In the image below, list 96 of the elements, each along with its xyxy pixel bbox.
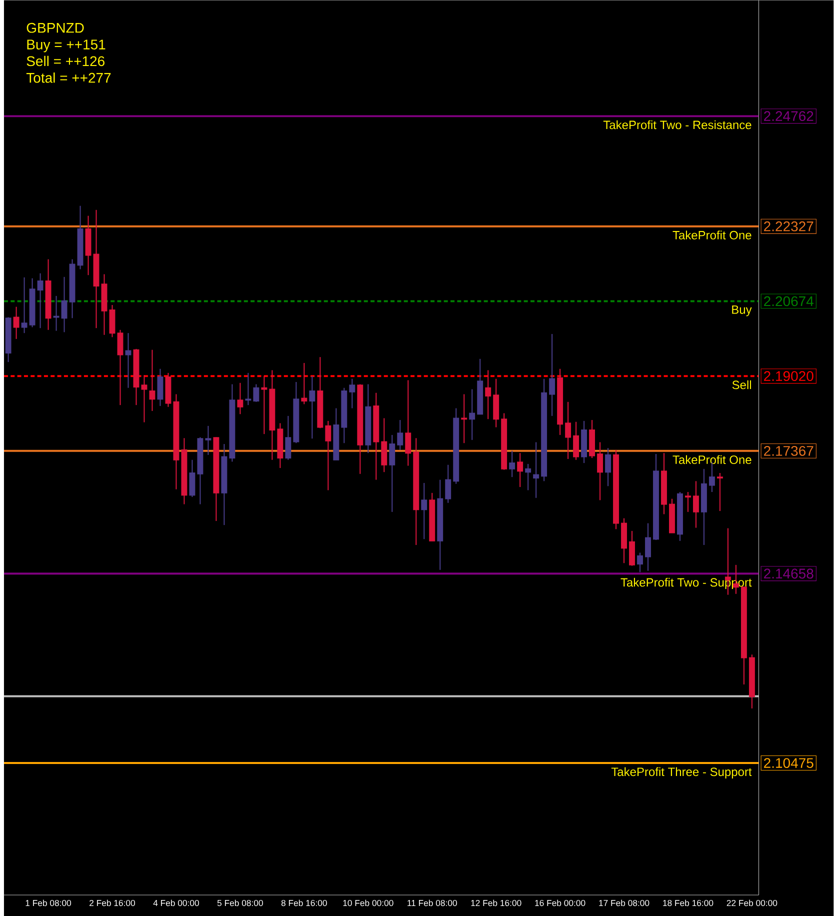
candlestick — [749, 654, 756, 709]
candlestick — [277, 422, 284, 469]
candlestick — [637, 552, 644, 573]
candlestick — [237, 382, 244, 415]
candlestick — [461, 394, 468, 444]
x-tick-label: 16 Feb 00:00 — [535, 900, 586, 906]
candlestick — [677, 492, 684, 542]
candlestick — [437, 479, 444, 570]
candlestick — [701, 468, 708, 546]
candlestick — [61, 276, 68, 333]
ref-line-label: TakeProfit Two - Resistance — [604, 120, 752, 130]
x-tick-label: 8 Feb 16:00 — [282, 900, 328, 906]
ref-line-label: Buy — [732, 305, 752, 316]
y-tick-label: 2.14658 — [764, 568, 814, 579]
candlestick — [325, 420, 332, 491]
candlestick — [541, 378, 548, 482]
candlestick — [269, 370, 276, 460]
candlestick — [13, 306, 20, 340]
candlestick — [605, 448, 612, 487]
candlestick — [69, 258, 76, 319]
candlestick — [341, 387, 348, 444]
candlestick — [93, 209, 100, 329]
annotation: Total = ++277 — [26, 72, 111, 83]
x-tick-label: 18 Feb 16:00 — [663, 900, 714, 906]
candlestick — [493, 378, 500, 428]
candlestick — [693, 480, 700, 528]
candlestick — [717, 472, 724, 512]
candlestick — [349, 378, 356, 409]
candlestick — [421, 482, 428, 540]
x-tick-label: 11 Feb 08:00 — [408, 900, 458, 906]
candlestick — [509, 450, 516, 478]
candlestick — [397, 420, 404, 450]
candlestick — [213, 437, 220, 522]
candlestick — [405, 380, 412, 466]
y-tick-label: 2.20674 — [764, 296, 814, 306]
candlestick — [621, 518, 628, 564]
candlestick — [85, 215, 92, 276]
candlestick — [597, 442, 604, 501]
candlestick — [125, 332, 132, 388]
candlestick — [525, 463, 532, 491]
candlestick — [141, 374, 148, 423]
candlestick — [685, 492, 692, 512]
candlestick — [557, 368, 564, 436]
annotation: Sell = ++126 — [26, 56, 105, 66]
candlestick — [581, 420, 588, 464]
ref-line-label: TakeProfit One — [672, 230, 752, 240]
candlestick — [37, 272, 44, 329]
y-tick-label: 2.22327 — [764, 221, 814, 232]
x-tick-label: 4 Feb 00:00 — [153, 900, 200, 906]
candlestick — [373, 392, 380, 480]
x-tick-label: 12 Feb 16:00 — [471, 900, 522, 906]
x-tick-label: 5 Feb 08:00 — [218, 900, 264, 906]
candlestick — [173, 394, 180, 490]
candlestick — [645, 522, 652, 572]
candlestick — [485, 370, 492, 420]
y-tick-label: 2.24762 — [764, 111, 814, 122]
candlestick — [309, 376, 316, 440]
candlestick — [381, 418, 388, 473]
candlestick — [181, 438, 188, 505]
candlestick — [413, 438, 420, 546]
candlestick — [5, 316, 12, 363]
x-tick-label: 10 Feb 00:00 — [343, 900, 394, 906]
annotation: GBPNZD — [26, 22, 84, 33]
candlestick — [533, 442, 540, 498]
candlestick — [157, 368, 164, 406]
y-tick-label: 2.17367 — [764, 446, 814, 456]
candlestick — [365, 384, 372, 454]
candlestick — [45, 258, 52, 330]
candlestick — [101, 274, 108, 336]
ref-line-label: TakeProfit Three - Support — [612, 767, 752, 778]
candlestick — [517, 452, 524, 488]
x-tick-label: 2 Feb 16:00 — [90, 900, 136, 906]
candlestick — [453, 408, 460, 484]
candlestick — [197, 436, 204, 505]
candlestick — [565, 401, 572, 460]
candlestick — [205, 425, 212, 456]
x-tick-label: 22 Feb 00:00 — [727, 900, 778, 906]
candlestick — [469, 388, 476, 440]
y-tick-label: 2.19020 — [764, 371, 814, 382]
y-tick-label: 2.10475 — [764, 758, 814, 768]
candlestick — [149, 349, 156, 412]
candlestick — [21, 276, 28, 334]
ref-line-label: TakeProfit One — [672, 455, 752, 464]
annotation: Buy = ++151 — [27, 40, 106, 52]
candlestick — [389, 434, 396, 512]
x-tick-label: 1 Feb 08:00 — [26, 900, 72, 906]
candlestick — [221, 444, 228, 526]
candlestick — [661, 452, 668, 515]
candlestick — [549, 333, 556, 416]
candlestick — [133, 348, 140, 406]
candlestick — [573, 421, 580, 460]
candlestick — [245, 372, 252, 406]
candlestick — [357, 384, 364, 474]
ref-line-label: Sell — [732, 380, 752, 390]
x-tick-label: 17 Feb 08:00 — [599, 900, 650, 906]
candlestick — [117, 329, 124, 406]
